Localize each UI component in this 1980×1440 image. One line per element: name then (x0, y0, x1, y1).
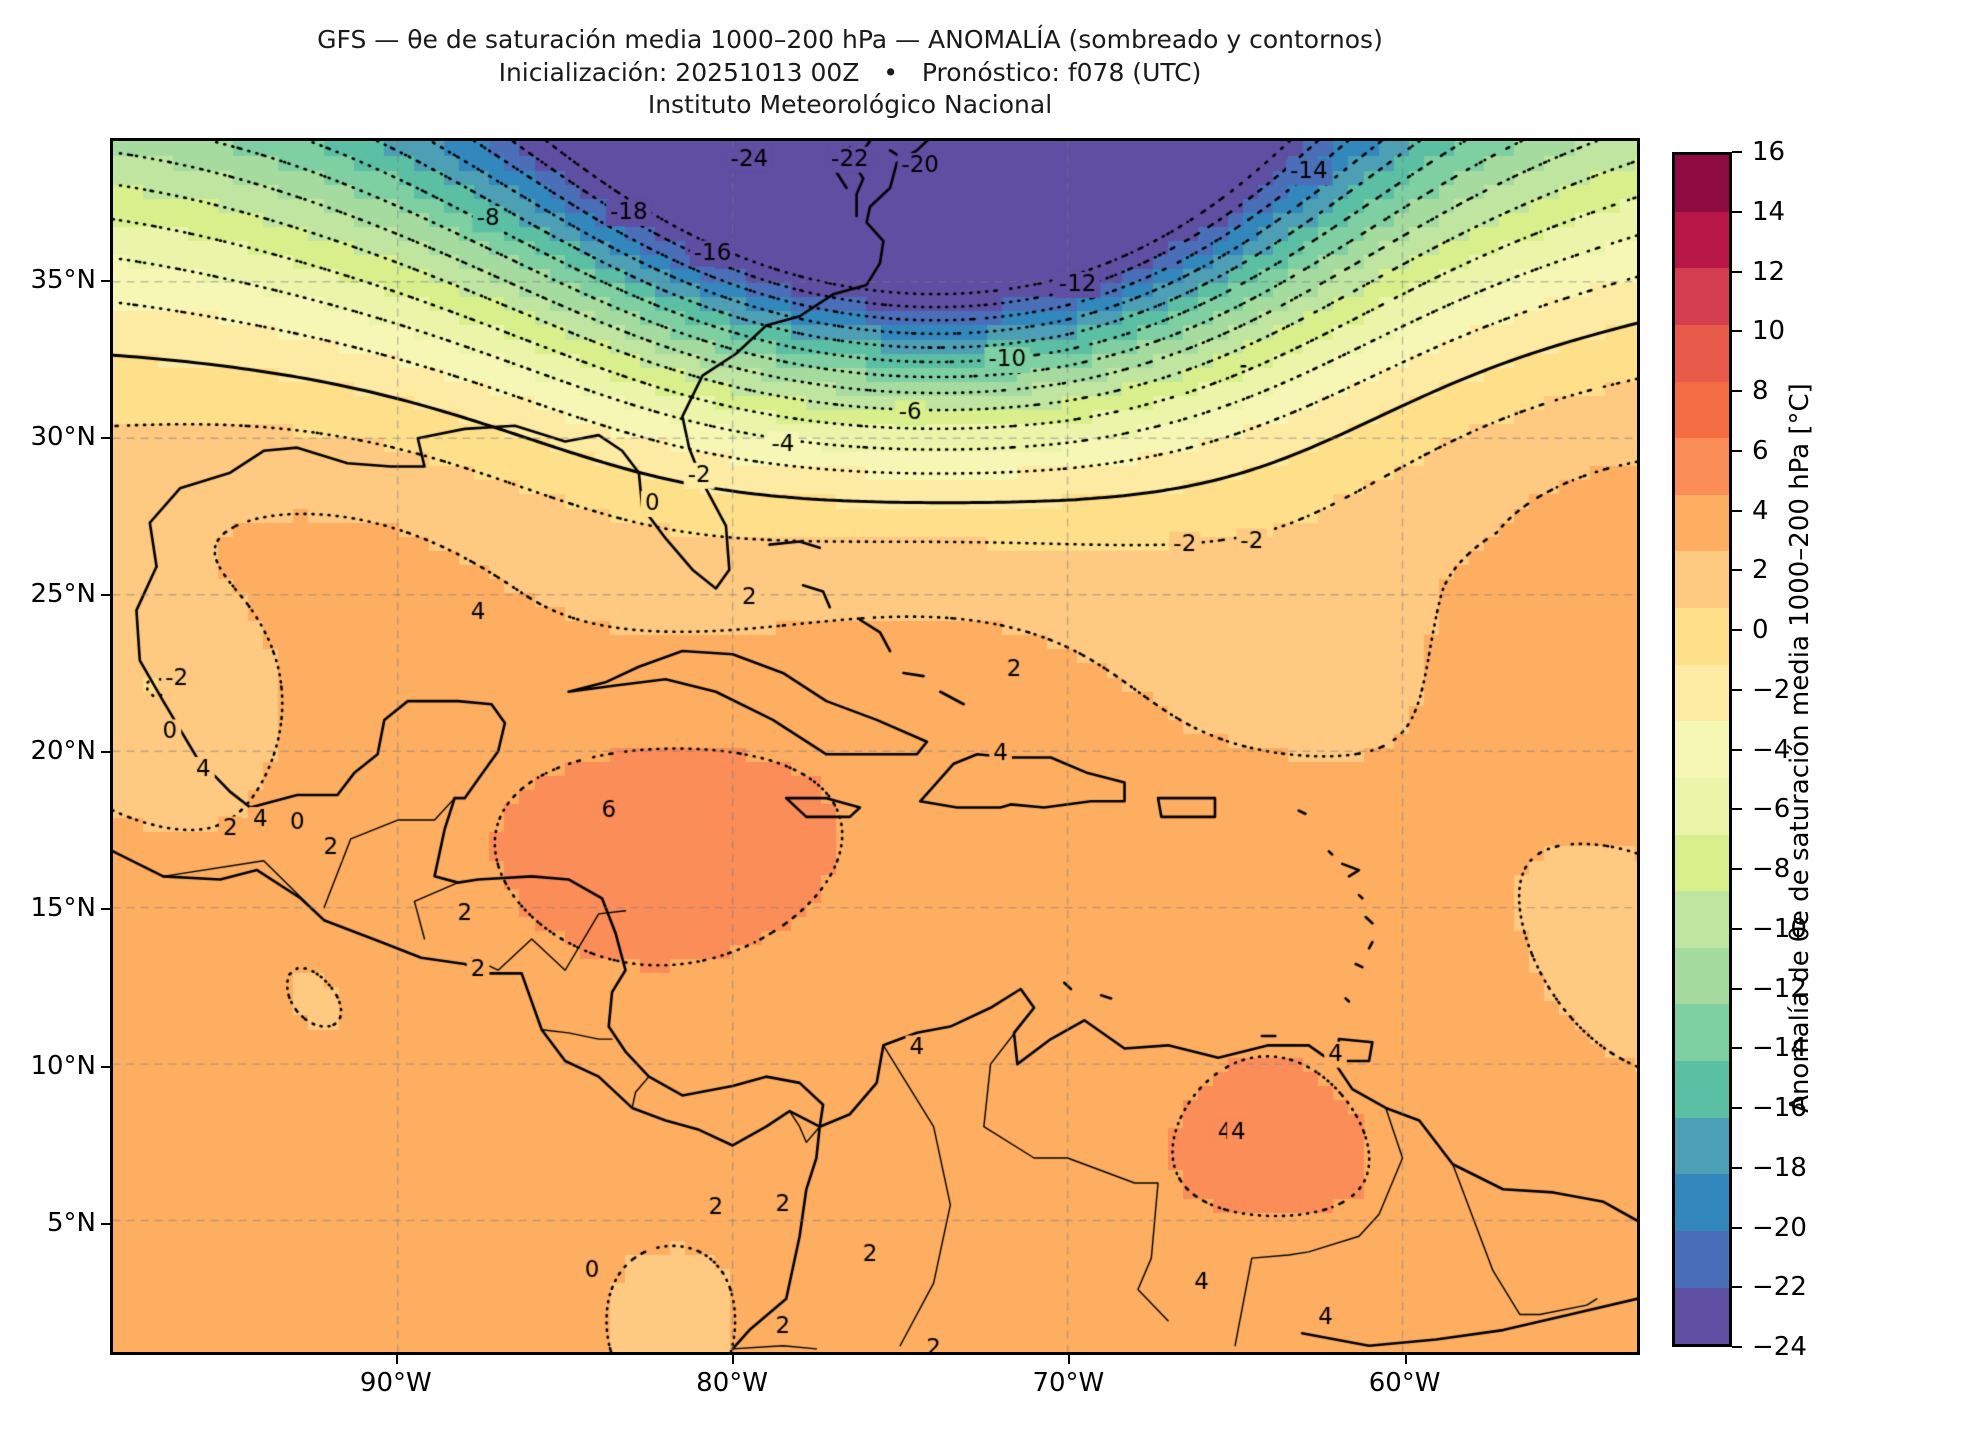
lat-tick-label-2: 25°N (30, 578, 96, 609)
colorbar-cell-19 (1675, 1230, 1729, 1288)
colorbar-tick-label-3: 10 (1752, 316, 1786, 347)
colorbar-cell-13 (1675, 891, 1729, 948)
lat-tickmark-1 (101, 436, 110, 439)
colorbar-cell-12 (1675, 834, 1729, 892)
colorbar-cell-3 (1675, 324, 1729, 382)
colorbar-tickmark-18 (1732, 1226, 1742, 1229)
title-line-2: Inicialización: 20251013 00Z • Pronóstic… (498, 57, 1202, 87)
colorbar-tickmark-8 (1732, 629, 1742, 631)
lat-tickmark-6 (101, 1222, 110, 1225)
colorbar-cell-1 (1675, 211, 1729, 269)
lon-tick-label-1: 80°W (696, 1368, 768, 1398)
colorbar-tickmark-11 (1732, 808, 1742, 811)
colorbar-cell-5 (1675, 438, 1729, 495)
colorbar-tickmark-17 (1732, 1166, 1742, 1169)
colorbar-cell-11 (1675, 777, 1729, 835)
colorbar-axis-label: Anomalía de θe de saturación media 1000–… (1785, 383, 1815, 1113)
colorbar-container[interactable] (1672, 152, 1732, 1347)
colorbar-tickmark-1 (1732, 210, 1742, 213)
colorbar-tick-label-1: 14 (1752, 196, 1786, 227)
colorbar-tick-label-16: −16 (1752, 1093, 1807, 1123)
colorbar-cell-8 (1675, 608, 1729, 665)
colorbar-tickmark-12 (1732, 868, 1742, 870)
colorbar-cell-7 (1675, 551, 1729, 608)
colorbar-tickmark-16 (1732, 1107, 1742, 1109)
colorbar-tick-label-12: −8 (1752, 854, 1791, 884)
colorbar-tickmark-10 (1732, 748, 1742, 751)
colorbar-tick-label-5: 6 (1752, 435, 1769, 466)
colorbar-tickmark-4 (1732, 390, 1742, 392)
title-line-3: Instituto Meteorológico Nacional (647, 90, 1053, 119)
title-line-1: GFS — θe de saturación media 1000–200 hP… (317, 25, 1383, 54)
colorbar-tick-label-9: −2 (1752, 674, 1791, 705)
colorbar-tick-label-4: 8 (1752, 376, 1769, 406)
colorbar-tick-label-0: 16 (1752, 137, 1786, 167)
lat-tick-label-5: 10°N (30, 1050, 96, 1081)
colorbar-cell-0 (1675, 155, 1729, 212)
colorbar-tick-label-13: −10 (1752, 913, 1807, 944)
colorbar-cell-14 (1675, 947, 1729, 1005)
colorbar-tickmark-6 (1732, 509, 1742, 512)
colorbar-cell-15 (1675, 1004, 1729, 1061)
colorbar-tick-label-14: −12 (1752, 973, 1807, 1004)
colorbar (1672, 152, 1732, 1347)
lat-tickmark-0 (101, 279, 110, 282)
colorbar-tickmark-14 (1732, 987, 1742, 990)
colorbar-tickmark-2 (1732, 270, 1742, 273)
colorbar-tick-label-8: 0 (1752, 615, 1769, 645)
lat-tick-label-1: 30°N (30, 421, 96, 452)
lat-tick-label-0: 35°N (30, 264, 96, 295)
colorbar-cell-17 (1675, 1117, 1729, 1175)
colorbar-cell-6 (1675, 494, 1729, 552)
colorbar-tick-label-2: 12 (1752, 256, 1786, 287)
lat-tickmark-2 (101, 593, 110, 596)
anomaly-heatmap-canvas (113, 141, 1637, 1352)
lon-tickmark-3 (1404, 1355, 1407, 1364)
map-plot-area[interactable] (110, 138, 1640, 1355)
lat-tickmark-4 (101, 908, 110, 911)
lat-tickmark-3 (101, 751, 110, 754)
colorbar-tickmark-7 (1732, 569, 1742, 572)
lon-tick-label-3: 60°W (1368, 1368, 1441, 1398)
lon-tick-label-2: 70°W (1032, 1368, 1105, 1398)
lon-tickmark-1 (732, 1355, 735, 1364)
lat-tick-label-3: 20°N (30, 736, 96, 767)
colorbar-tickmark-19 (1732, 1286, 1742, 1289)
figure-title-block: GFS — θe de saturación media 1000–200 hP… (0, 24, 1700, 122)
colorbar-cell-2 (1675, 268, 1729, 325)
lat-tick-label-6: 5°N (47, 1207, 96, 1238)
colorbar-cell-16 (1675, 1061, 1729, 1118)
colorbar-tick-label-19: −22 (1752, 1272, 1807, 1303)
colorbar-tick-label-17: −18 (1752, 1152, 1807, 1183)
colorbar-tickmark-15 (1732, 1047, 1742, 1050)
colorbar-cell-10 (1675, 721, 1729, 778)
lat-tickmark-5 (101, 1065, 110, 1068)
colorbar-tickmark-13 (1732, 927, 1742, 930)
colorbar-tick-label-6: 4 (1752, 495, 1769, 526)
colorbar-cell-18 (1675, 1174, 1729, 1231)
colorbar-cell-4 (1675, 381, 1729, 439)
lat-tick-label-4: 15°N (30, 893, 96, 924)
colorbar-cell-20 (1675, 1287, 1729, 1345)
lon-tick-label-0: 90°W (359, 1368, 432, 1398)
colorbar-tickmark-3 (1732, 330, 1742, 333)
colorbar-tick-label-18: −20 (1752, 1212, 1807, 1243)
colorbar-tickmark-9 (1732, 688, 1742, 691)
lon-tickmark-2 (1068, 1355, 1071, 1364)
colorbar-cell-9 (1675, 664, 1729, 722)
colorbar-tick-label-11: −6 (1752, 794, 1791, 825)
lon-tickmark-0 (395, 1355, 398, 1364)
colorbar-tickmark-5 (1732, 449, 1742, 452)
colorbar-tickmark-20 (1732, 1346, 1742, 1348)
colorbar-tick-label-7: 2 (1752, 555, 1769, 586)
colorbar-tick-label-20: −24 (1752, 1332, 1807, 1362)
colorbar-tickmark-0 (1732, 151, 1742, 153)
colorbar-tick-label-10: −4 (1752, 734, 1791, 765)
colorbar-tick-label-15: −14 (1752, 1033, 1807, 1064)
